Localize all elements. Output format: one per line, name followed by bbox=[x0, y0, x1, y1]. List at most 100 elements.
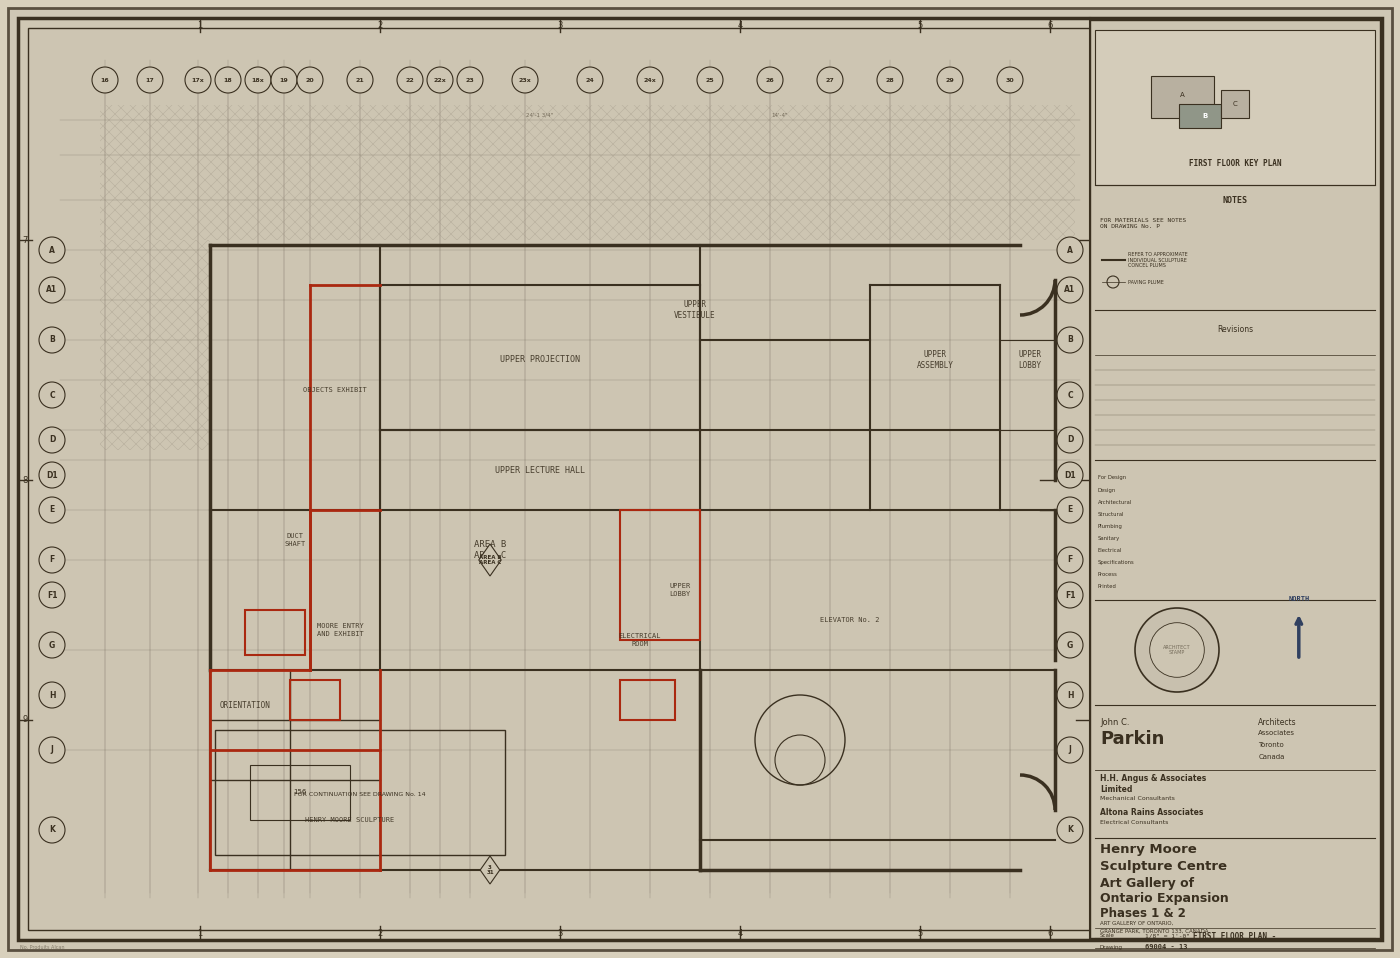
Circle shape bbox=[997, 67, 1023, 93]
Text: 1: 1 bbox=[197, 20, 203, 30]
Circle shape bbox=[216, 67, 241, 93]
Circle shape bbox=[456, 67, 483, 93]
Circle shape bbox=[39, 582, 64, 608]
Circle shape bbox=[39, 632, 64, 658]
Text: 22x: 22x bbox=[434, 78, 447, 82]
Text: G: G bbox=[49, 641, 55, 650]
Text: UPPER
VESTIBULE: UPPER VESTIBULE bbox=[675, 300, 715, 320]
Text: Drawing: Drawing bbox=[1100, 945, 1123, 950]
Text: 6: 6 bbox=[1047, 928, 1053, 938]
Text: UPPER LECTURE HALL: UPPER LECTURE HALL bbox=[496, 466, 585, 474]
Text: 2: 2 bbox=[378, 20, 382, 30]
Bar bbox=[620, 680, 675, 720]
Text: FOR CONTINUATION SEE DRAWING No. 14: FOR CONTINUATION SEE DRAWING No. 14 bbox=[294, 792, 426, 797]
Text: MOORE ENTRY
AND EXHIBIT: MOORE ENTRY AND EXHIBIT bbox=[316, 624, 364, 636]
Text: Specifications: Specifications bbox=[1098, 560, 1135, 565]
Circle shape bbox=[398, 67, 423, 93]
Text: 3: 3 bbox=[557, 928, 563, 938]
Text: Architects: Architects bbox=[1259, 718, 1296, 727]
Bar bbox=[1179, 103, 1221, 128]
Text: Structural: Structural bbox=[1098, 512, 1124, 517]
Circle shape bbox=[1057, 277, 1084, 303]
Circle shape bbox=[637, 67, 664, 93]
Text: Electrical Consultants: Electrical Consultants bbox=[1100, 820, 1169, 825]
Bar bbox=[1221, 89, 1249, 118]
Text: Architectural: Architectural bbox=[1098, 500, 1133, 505]
Text: Toronto: Toronto bbox=[1259, 742, 1284, 748]
Text: 7: 7 bbox=[22, 236, 28, 244]
Circle shape bbox=[39, 547, 64, 573]
Circle shape bbox=[512, 67, 538, 93]
Text: 69004 - 13: 69004 - 13 bbox=[1145, 944, 1187, 950]
Text: 24x: 24x bbox=[644, 78, 657, 82]
Text: 17x: 17x bbox=[192, 78, 204, 82]
Circle shape bbox=[39, 497, 64, 523]
Text: Parkin: Parkin bbox=[1100, 730, 1165, 748]
Text: 27: 27 bbox=[826, 78, 834, 82]
Text: B: B bbox=[1067, 335, 1072, 345]
Text: FIRST FLOOR KEY PLAN: FIRST FLOOR KEY PLAN bbox=[1189, 158, 1281, 168]
Circle shape bbox=[876, 67, 903, 93]
Circle shape bbox=[818, 67, 843, 93]
Text: Ontario Expansion: Ontario Expansion bbox=[1100, 892, 1229, 905]
Circle shape bbox=[185, 67, 211, 93]
Text: 2: 2 bbox=[378, 928, 382, 938]
Circle shape bbox=[39, 462, 64, 488]
Text: 3: 3 bbox=[557, 20, 563, 30]
Circle shape bbox=[1135, 608, 1219, 692]
Text: 16: 16 bbox=[101, 78, 109, 82]
Text: H.H. Angus & Associates: H.H. Angus & Associates bbox=[1100, 774, 1207, 783]
Circle shape bbox=[39, 427, 64, 453]
Text: DUCT
SHAFT: DUCT SHAFT bbox=[284, 534, 305, 546]
Circle shape bbox=[347, 67, 372, 93]
Bar bbox=[245, 610, 305, 655]
Text: Phases 1 & 2: Phases 1 & 2 bbox=[1100, 907, 1186, 920]
Circle shape bbox=[137, 67, 162, 93]
Circle shape bbox=[39, 682, 64, 708]
Text: HENRY MOORE SCULPTURE: HENRY MOORE SCULPTURE bbox=[305, 817, 395, 823]
Circle shape bbox=[1057, 462, 1084, 488]
Text: 22: 22 bbox=[406, 78, 414, 82]
Text: 1/8" = 1'-0": 1/8" = 1'-0" bbox=[1145, 933, 1190, 938]
Text: No. Produits Alcan: No. Produits Alcan bbox=[20, 945, 64, 950]
Text: Design: Design bbox=[1098, 488, 1116, 493]
Circle shape bbox=[1057, 237, 1084, 263]
Text: B: B bbox=[1203, 113, 1208, 119]
Bar bbox=[1095, 30, 1375, 185]
Text: E: E bbox=[1067, 506, 1072, 514]
Text: A: A bbox=[49, 245, 55, 255]
Circle shape bbox=[697, 67, 722, 93]
Circle shape bbox=[39, 237, 64, 263]
Text: 24'-1 3/4": 24'-1 3/4" bbox=[526, 112, 553, 118]
Circle shape bbox=[1057, 327, 1084, 353]
Text: Scale: Scale bbox=[1100, 933, 1114, 938]
Text: H: H bbox=[1067, 691, 1074, 699]
Text: F: F bbox=[49, 556, 55, 564]
Text: 19: 19 bbox=[280, 78, 288, 82]
Text: 25: 25 bbox=[706, 78, 714, 82]
Text: 17: 17 bbox=[146, 78, 154, 82]
Text: H: H bbox=[49, 691, 55, 699]
Text: 24: 24 bbox=[585, 78, 595, 82]
Text: F: F bbox=[1067, 556, 1072, 564]
Text: K: K bbox=[49, 826, 55, 834]
Text: C: C bbox=[49, 391, 55, 399]
Text: 1: 1 bbox=[197, 928, 203, 938]
Text: 4: 4 bbox=[738, 928, 742, 938]
Text: ART GALLERY OF ONTARIO,: ART GALLERY OF ONTARIO, bbox=[1100, 921, 1173, 926]
Text: D: D bbox=[1067, 436, 1074, 445]
Text: Associates: Associates bbox=[1259, 730, 1295, 736]
Circle shape bbox=[39, 277, 64, 303]
Text: UPPER
LOBBY: UPPER LOBBY bbox=[1018, 351, 1042, 370]
Text: K: K bbox=[1067, 826, 1072, 834]
Text: Sculpture Centre: Sculpture Centre bbox=[1100, 860, 1226, 873]
Text: Canada: Canada bbox=[1259, 754, 1285, 760]
Text: 26: 26 bbox=[766, 78, 774, 82]
Text: D1: D1 bbox=[1064, 470, 1075, 480]
Text: 30: 30 bbox=[1005, 78, 1015, 82]
Text: FIRST FLOOR PLAN -: FIRST FLOOR PLAN - bbox=[1193, 932, 1277, 941]
Circle shape bbox=[427, 67, 454, 93]
Text: A: A bbox=[1067, 245, 1072, 255]
Text: 14'-4": 14'-4" bbox=[771, 112, 788, 118]
Text: OBJECTS EXHIBIT: OBJECTS EXHIBIT bbox=[304, 387, 367, 393]
